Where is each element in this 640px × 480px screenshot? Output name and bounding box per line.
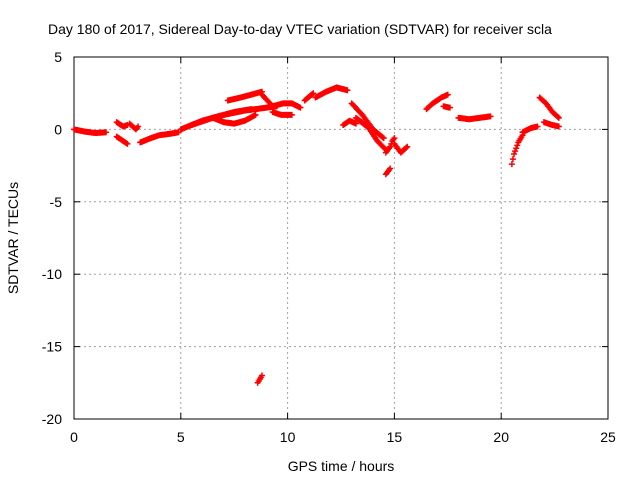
data-point: [487, 113, 494, 120]
data-segment: [224, 88, 265, 104]
data-point: [403, 144, 410, 151]
data-point: [404, 143, 411, 150]
data-segment: [177, 103, 280, 133]
y-tick-label: -20: [42, 411, 62, 427]
y-tick-label: -15: [42, 339, 62, 355]
data-point: [124, 140, 131, 147]
data-segment: [352, 114, 389, 153]
y-tick-label: -10: [42, 266, 62, 282]
data-point: [511, 151, 518, 158]
grid-layer: [74, 57, 608, 419]
plot-frame: [73, 56, 609, 420]
data-segment: [455, 113, 494, 123]
data-segment: [113, 133, 131, 147]
data-point: [297, 104, 304, 111]
data-point: [252, 111, 259, 118]
data-segment: [258, 91, 304, 111]
x-tick-label: 20: [493, 429, 509, 445]
data-segment: [254, 372, 265, 386]
data-point: [288, 111, 295, 118]
data-point: [391, 135, 398, 142]
data-point: [512, 148, 519, 155]
data-point: [258, 372, 265, 379]
x-tick-label: 15: [387, 429, 403, 445]
chart-title: Day 180 of 2017, Sidereal Day-to-day VTE…: [48, 21, 552, 37]
data-point: [344, 87, 351, 94]
data-point: [444, 91, 451, 98]
x-tick-label: 25: [600, 429, 616, 445]
data-point: [248, 106, 255, 113]
data-segment: [301, 90, 317, 104]
data-point: [310, 90, 317, 97]
x-tick-label: 0: [70, 429, 78, 445]
data-segment: [540, 119, 562, 130]
data-segment: [188, 106, 255, 129]
data-point: [514, 142, 521, 149]
data-point: [135, 123, 142, 130]
x-tick-label: 10: [280, 429, 296, 445]
data-segment: [519, 123, 541, 136]
data-segment: [340, 117, 359, 129]
data-point: [508, 161, 515, 168]
data-point: [103, 129, 110, 136]
y-tick-label: 0: [54, 121, 62, 137]
data-point: [534, 123, 541, 130]
data-point: [446, 104, 453, 111]
data-segment: [508, 132, 526, 168]
y-tick-label: -5: [50, 194, 63, 210]
y-axis-label: SDTVAR / TECUs: [5, 182, 21, 294]
data-point: [555, 123, 562, 130]
data-segment: [391, 140, 411, 156]
data-segment: [113, 119, 131, 130]
data-point: [309, 91, 316, 98]
data-segment: [382, 165, 394, 178]
data-point: [387, 165, 394, 172]
data-segment: [71, 126, 110, 137]
data-point: [513, 145, 520, 152]
data-segment: [536, 94, 562, 121]
x-tick-label: 5: [177, 429, 185, 445]
y-tick-label: 5: [54, 49, 62, 65]
data-layer: [71, 84, 562, 386]
data-segment: [269, 109, 295, 118]
data-point: [554, 113, 561, 120]
data-point: [352, 120, 359, 127]
data-point: [555, 114, 562, 121]
x-axis-label: GPS time / hours: [288, 458, 395, 474]
data-point: [379, 134, 386, 141]
data-segment: [137, 129, 182, 146]
data-point: [387, 143, 394, 150]
data-segment: [126, 120, 142, 133]
tick-layer: 0 5 10 15 20 25 5 0 -5 -10 -15 -20: [42, 49, 616, 445]
data-segment: [312, 84, 351, 101]
data-point: [509, 156, 516, 163]
data-segment: [209, 111, 259, 127]
data-point: [380, 135, 387, 142]
data-segment: [440, 103, 453, 111]
data-segment: [423, 91, 451, 113]
